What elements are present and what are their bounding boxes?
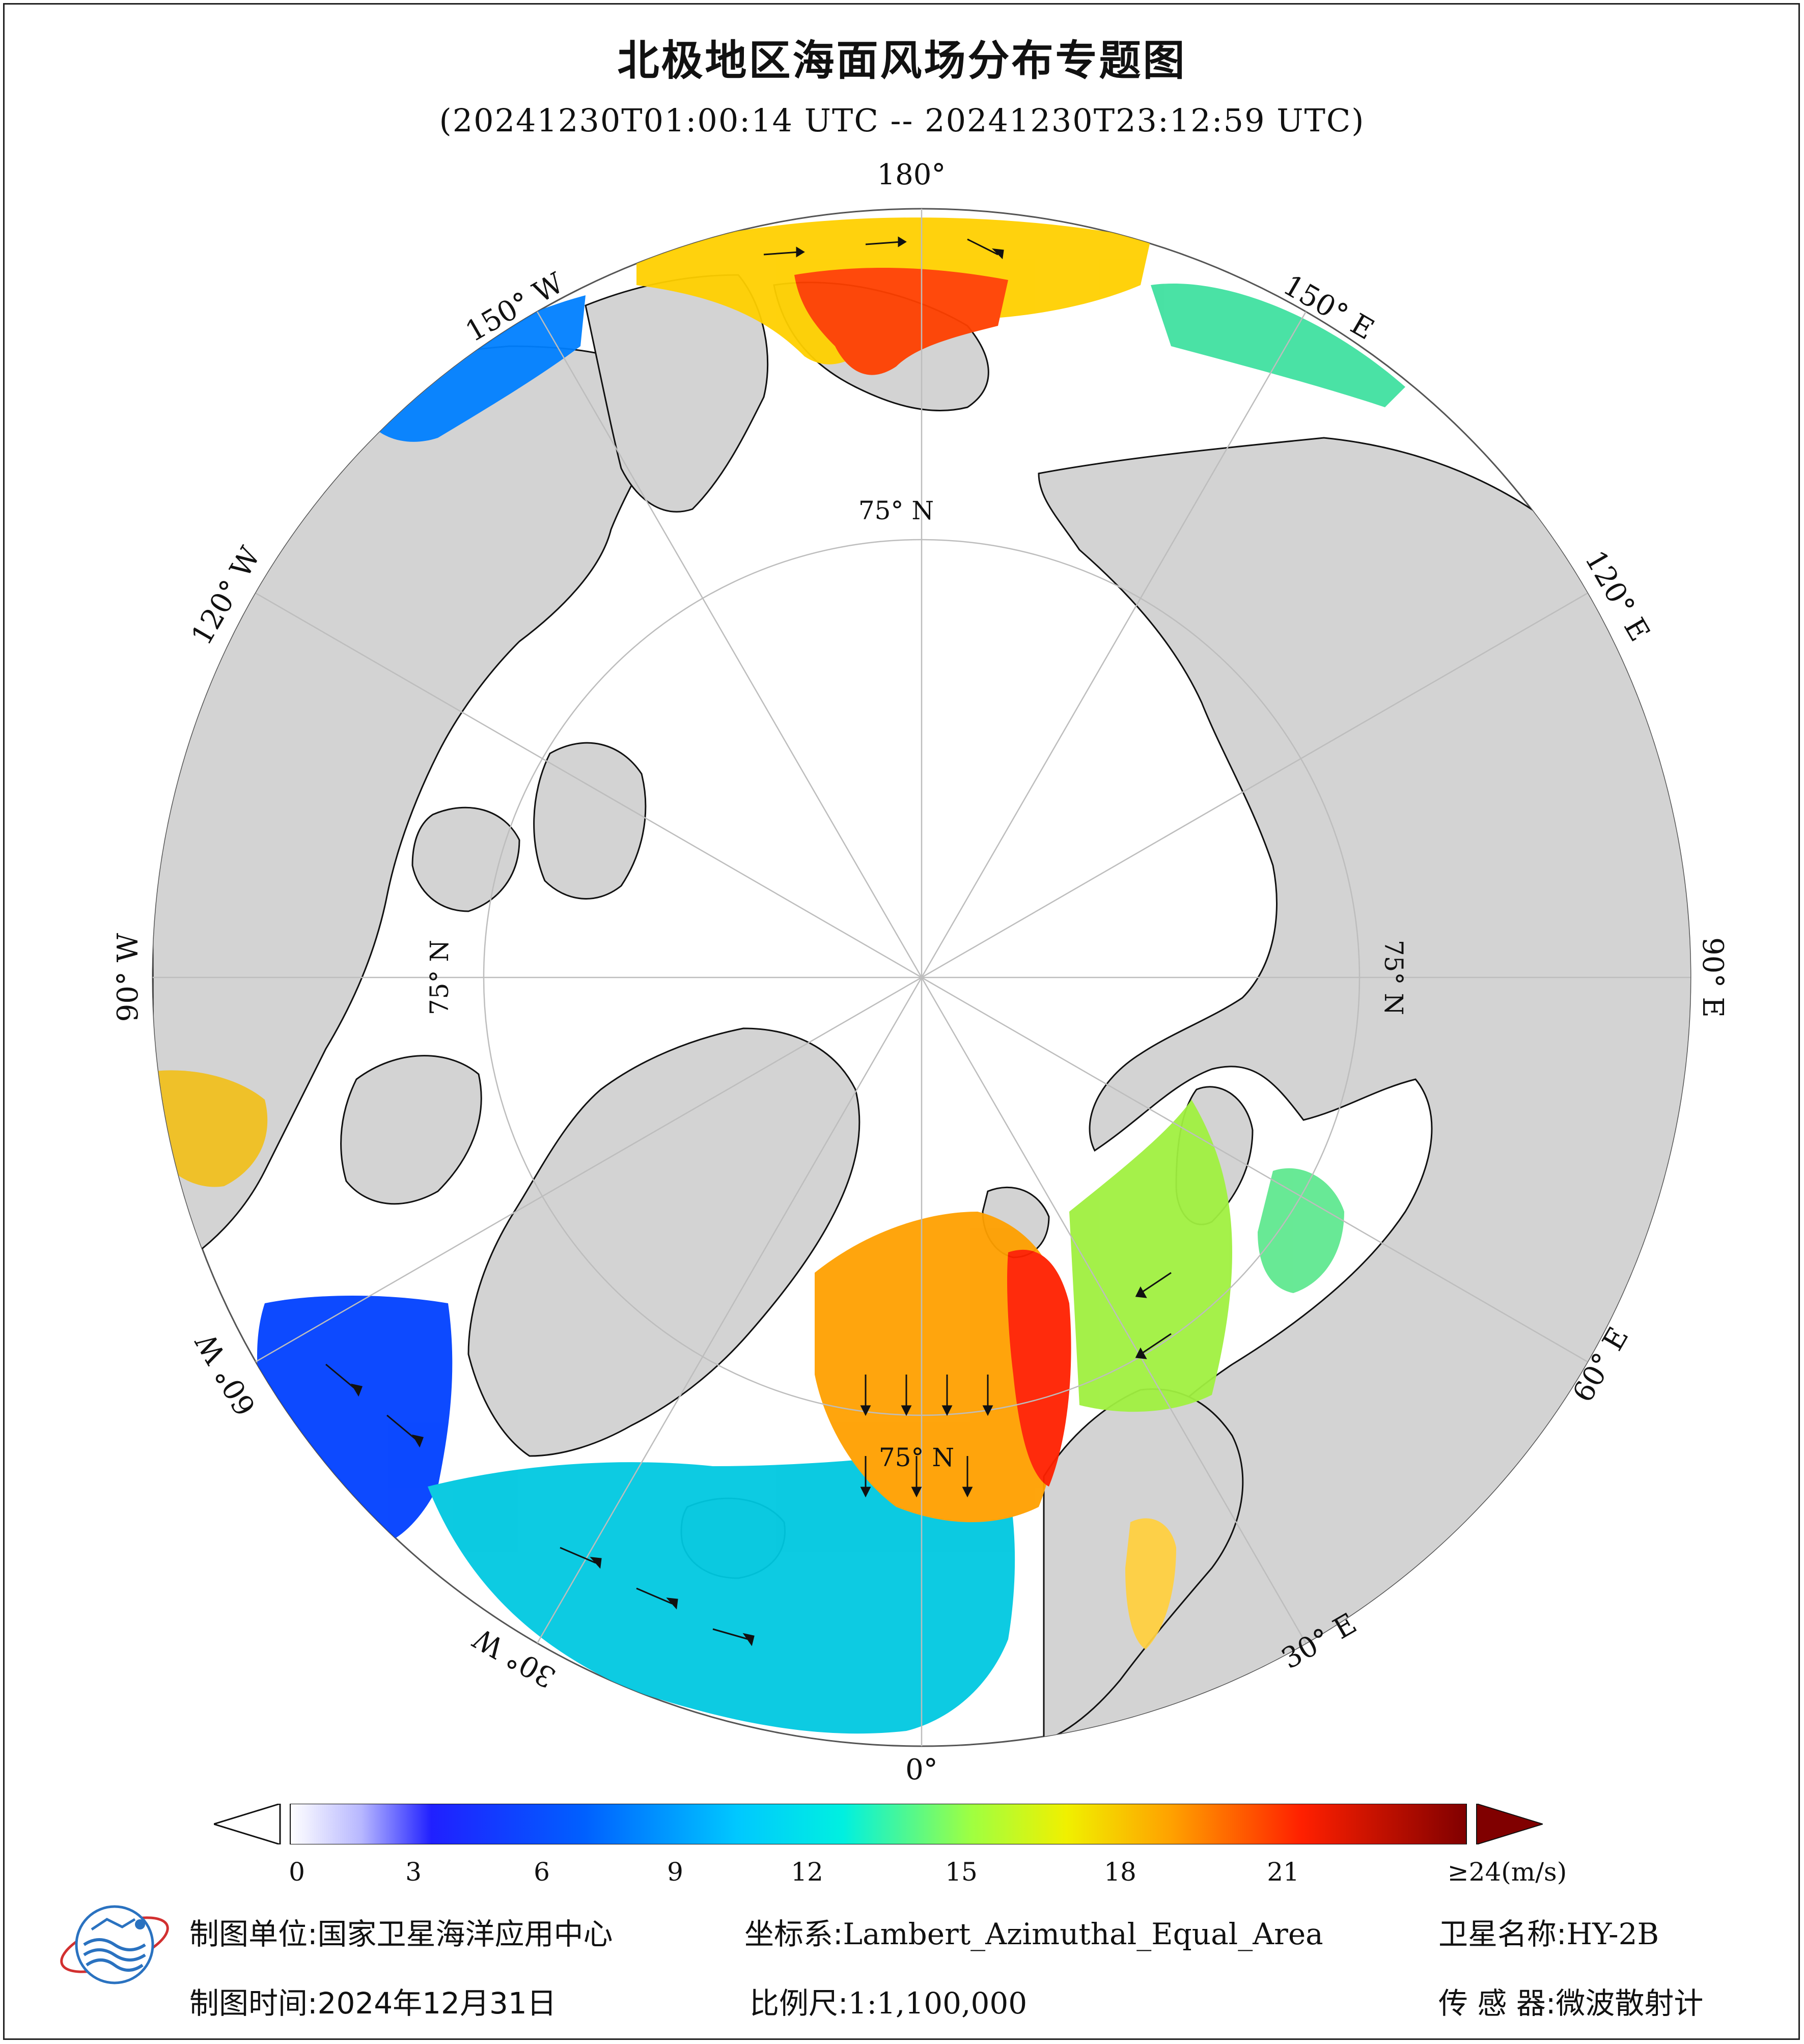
colorbar-tick-3: 3	[405, 1857, 422, 1887]
lon-label-90e: 90° E	[1696, 937, 1729, 1018]
colorbar-tick-15: 15	[945, 1857, 978, 1887]
wind-speed-colorbar	[214, 1804, 1543, 1844]
colorbar-tick-24: ≥24(m/s)	[1448, 1857, 1567, 1887]
footer-scale-label: 比例尺:	[750, 1986, 848, 2021]
colorbar-tick-24-label: ≥24	[1447, 1857, 1502, 1887]
baffin-island	[340, 1055, 482, 1205]
colorbar-max-triangle	[1476, 1804, 1543, 1844]
wind-patch-baltic	[1125, 1518, 1176, 1649]
colorbar-tick-6: 6	[534, 1857, 550, 1887]
footer-sensor: 传 感 器:微波散射计	[1438, 1979, 1703, 2022]
wind-patch-east-siberian	[1151, 283, 1405, 407]
wind-arrow	[560, 1547, 602, 1569]
colorbar-tick-9: 9	[667, 1857, 683, 1887]
wind-arrow	[962, 1456, 973, 1498]
lon-label-0: 0°	[905, 1753, 938, 1786]
footer-time-value: 2024年12月31日	[317, 1986, 557, 2021]
wind-patch-barents-strong	[1007, 1249, 1071, 1487]
colorbar-tick-21: 21	[1267, 1857, 1299, 1887]
ellesmere-island	[533, 742, 647, 900]
map-title: 北极地区海面风场分布专题图	[617, 37, 1187, 85]
lat-label-top: 75° N	[858, 496, 934, 525]
footer-satellite-value: HY-2B	[1566, 1917, 1659, 1951]
wind-arrow	[386, 1414, 424, 1448]
footer-sensor-label: 传 感 器:	[1438, 1986, 1556, 2021]
colorbar-tick-18: 18	[1104, 1857, 1136, 1887]
wind-patch-alaska	[367, 295, 586, 442]
wind-patch-labrador	[257, 1296, 453, 1549]
wind-arrow	[901, 1375, 912, 1416]
wind-arrow	[967, 238, 1004, 260]
footer-unit: 制图单位:国家卫星海洋应用中心	[189, 1910, 613, 1953]
wind-arrow	[325, 1363, 363, 1397]
land-layer	[153, 274, 1690, 1743]
wind-patch-kara	[1258, 1168, 1344, 1293]
wind-arrow	[636, 1587, 678, 1610]
footer-unit-value: 国家卫星海洋应用中心	[317, 1917, 613, 1951]
nsoas-logo	[60, 1905, 169, 1984]
lon-label-90w: 90° W	[112, 933, 145, 1022]
footer-coord-label: 坐标系:	[744, 1917, 843, 1951]
colorbar-min-triangle	[214, 1804, 281, 1844]
wind-arrow	[1135, 1272, 1172, 1298]
lat-label-right: 75° N	[1379, 940, 1408, 1015]
wind-arrow	[911, 1456, 922, 1498]
footer-time: 制图时间:2024年12月31日	[189, 1979, 557, 2022]
wind-patch-greenland-sea	[815, 1212, 1063, 1522]
greenland-land	[467, 1027, 861, 1457]
colorbar-unit: (m/s)	[1501, 1857, 1567, 1887]
latitude-labels: 75° N 75° N 75° N 75° N	[425, 496, 1408, 1472]
wind-arrow	[941, 1375, 953, 1416]
wind-patch-bering-strong	[794, 268, 1008, 375]
colorbar-tick-0: 0	[289, 1857, 305, 1887]
wind-arrow	[763, 246, 805, 258]
lat-label-bottom: 75° N	[879, 1443, 954, 1472]
wind-arrow	[865, 236, 907, 247]
graticule-layer	[153, 209, 1690, 1746]
wind-arrow	[982, 1375, 993, 1416]
wind-patch-north-atlantic	[428, 1446, 1015, 1734]
victoria-island	[411, 806, 520, 912]
footer-scale: 比例尺:1:1,100,000	[750, 1979, 1027, 2022]
wind-arrow	[860, 1456, 871, 1498]
lat-label-left: 75° N	[425, 940, 454, 1015]
footer-coord-value: Lambert_Azimuthal_Equal_Area	[843, 1917, 1323, 1951]
footer-unit-label: 制图单位:	[189, 1917, 318, 1951]
wind-arrow	[1135, 1333, 1172, 1359]
footer-coord: 坐标系:Lambert_Azimuthal_Equal_Area	[744, 1910, 1323, 1953]
footer-satellite: 卫星名称:HY-2B	[1438, 1910, 1659, 1953]
footer-scale-value: 1:1,100,000	[848, 1986, 1028, 2021]
colorbar-gradient	[290, 1804, 1467, 1844]
map-frame	[3, 3, 1800, 2040]
wind-arrows-layer	[325, 236, 1172, 1646]
map-content	[153, 209, 1690, 1746]
footer-satellite-label: 卫星名称:	[1438, 1917, 1567, 1951]
wind-arrow	[712, 1628, 755, 1646]
wind-arrow	[860, 1375, 871, 1416]
time-range-subtitle: (20241230T01:00:14 UTC -- 20241230T23:12…	[439, 102, 1365, 139]
footer-sensor-value: 微波散射计	[1556, 1986, 1704, 2021]
wind-patch-barents	[1069, 1100, 1232, 1412]
lon-label-180: 180°	[877, 158, 946, 191]
colorbar-tick-12: 12	[791, 1857, 823, 1887]
footer-time-label: 制图时间:	[189, 1986, 318, 2021]
